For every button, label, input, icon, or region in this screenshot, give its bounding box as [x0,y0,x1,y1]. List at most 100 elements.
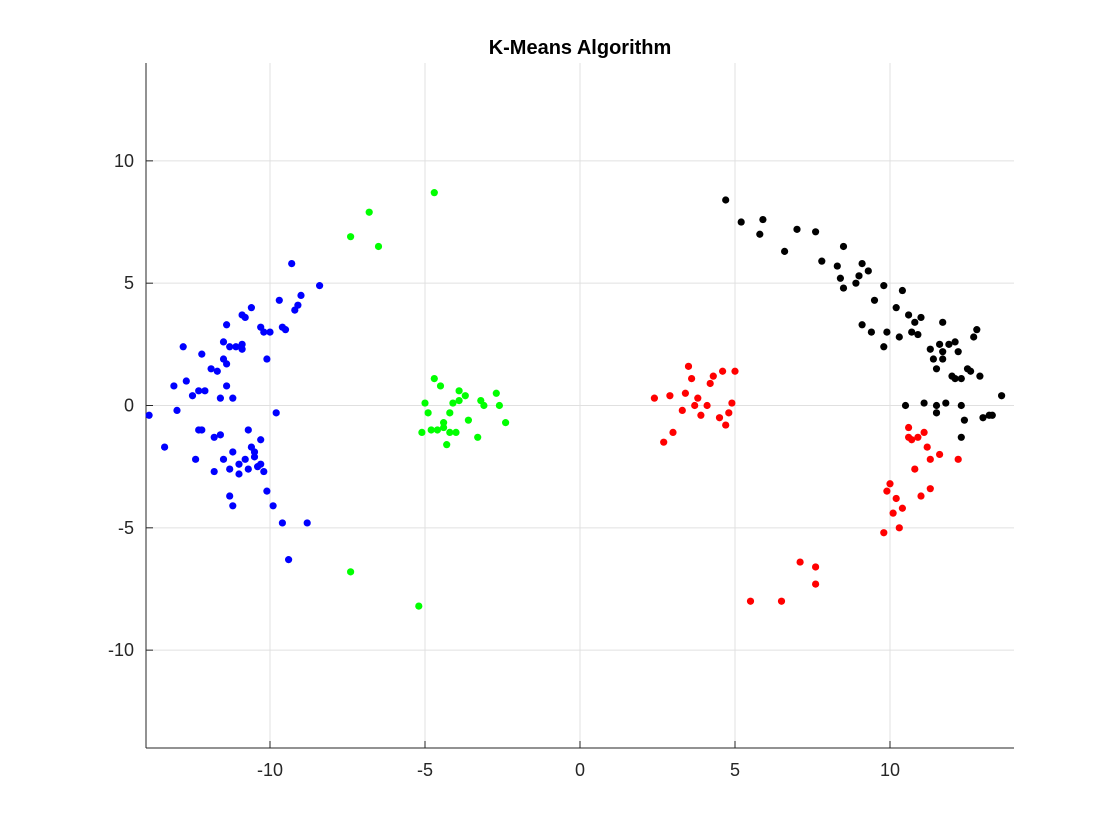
data-point [294,301,302,309]
data-point [263,487,271,495]
x-tick-label: 10 [880,760,900,780]
data-point [480,401,488,410]
data-point [502,419,510,427]
data-point [250,448,259,456]
data-point [942,399,950,407]
data-point [260,328,268,336]
x-tick-label: 0 [575,760,585,780]
x-tick-label: -10 [257,760,283,780]
data-point [731,367,739,375]
data-point [932,401,941,410]
data-point [464,416,472,424]
data-point [898,286,907,295]
data-point [998,392,1006,400]
y-tick-label: 5 [124,273,134,293]
data-point [889,509,897,517]
data-point [703,401,711,410]
data-point [198,350,206,358]
data-point [746,597,755,605]
data-point [719,367,727,375]
y-tick-label: -5 [118,518,134,538]
data-point [852,279,860,287]
data-point [812,580,820,588]
data-point [951,374,959,383]
data-point [257,460,265,468]
data-point [210,433,218,441]
data-point [722,196,730,204]
data-point [756,230,764,238]
data-point [210,467,218,476]
data-point [285,556,293,564]
data-point [257,436,265,444]
data-point [926,345,934,353]
data-point [880,282,888,290]
data-point [238,340,246,348]
data-point [446,409,454,417]
data-point [932,409,941,417]
data-point [269,502,277,510]
data-point [229,448,237,456]
data-point [908,436,916,444]
data-point [976,372,984,380]
data-point [421,399,429,407]
data-point [706,379,714,388]
data-point [867,328,876,336]
data-point [945,340,953,348]
data-point [182,377,190,385]
data-point [446,428,454,437]
data-point [188,392,197,400]
data-point [260,467,268,476]
data-point [914,330,922,339]
x-tick-label: -5 [417,760,433,780]
data-point [244,426,252,434]
data-point [898,504,907,512]
data-point [226,492,234,500]
data-point [229,394,237,402]
data-point [691,401,699,410]
data-point [960,416,969,424]
y-tick-label: 0 [124,396,134,416]
cluster-2 [347,189,510,610]
data-point [235,470,243,478]
data-point [855,272,863,280]
data-point [979,414,987,422]
data-point [688,374,696,383]
data-point [281,326,290,334]
data-point [660,438,668,446]
data-point [839,242,848,251]
data-point [145,411,153,419]
data-point [263,355,271,363]
data-point [418,428,426,437]
data-point [883,487,891,495]
data-point [911,465,919,473]
data-point [957,401,965,410]
data-point [892,494,900,503]
data-point [839,284,848,292]
data-point [223,382,231,390]
data-point [170,382,178,390]
data-point [939,348,947,356]
data-point [213,367,221,375]
data-point [777,597,786,605]
data-point [365,208,373,216]
data-point [920,399,928,407]
data-point [430,374,438,383]
data-point [812,563,820,571]
data-point [858,321,866,329]
data-point [836,274,845,282]
data-point [266,328,274,336]
data-point [929,355,938,363]
data-point [957,433,965,441]
data-point [455,397,463,405]
data-point [880,343,888,351]
y-tick-label: 10 [114,151,134,171]
data-point [858,260,866,268]
data-point [347,568,355,576]
data-point [781,247,789,255]
data-point [905,311,913,319]
data-point [195,387,203,395]
data-point [883,328,891,336]
cluster-1 [145,260,324,564]
data-point [951,338,959,346]
